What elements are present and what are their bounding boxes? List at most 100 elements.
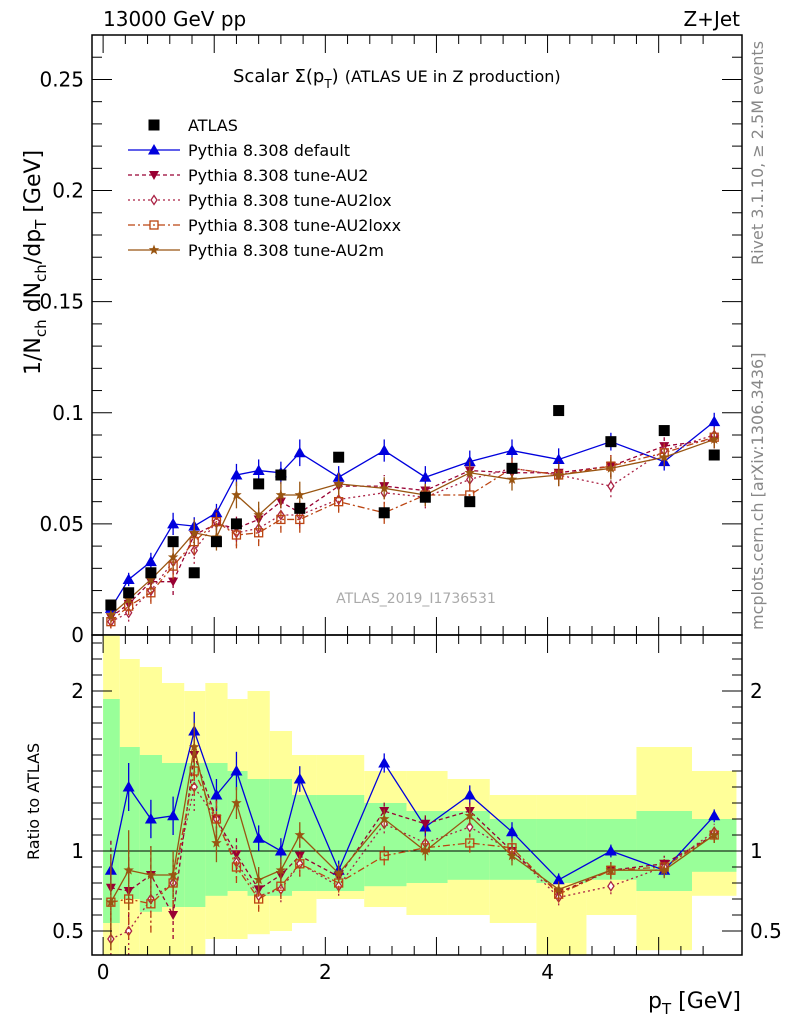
ratio-point-au2 [168,911,179,920]
ratio-point-default [144,813,157,824]
legend-label: Pythia 8.308 tune-AU2lox [188,191,392,210]
ratio-y-tick-label-right: 2 [750,679,763,703]
ratio-point-default [708,809,721,821]
legend-label: Pythia 8.308 tune-AU2 [188,166,368,185]
dist-point-au2m [188,527,200,538]
dist-point-default [252,464,265,476]
legend-item-au2m: Pythia 8.308 tune-AU2m [128,241,384,260]
ratio-axis-ticks: 0.5 0.5 1 1 2 2 0 2 4 [52,635,782,984]
ratio-y-tick-label-right: 1 [750,839,763,863]
ratio-data-layer [104,711,721,955]
x-tick-label: 2 [319,960,332,984]
dist-series-atlas [105,405,720,611]
ratio-point-au2 [420,819,431,829]
plot-title: Scalar Σ(pT) (ATLAS UE in Z production) [233,66,561,91]
ratio-point-au2m [253,874,264,885]
dist-point-au2m [231,489,242,500]
ratio-point-au2m [553,883,564,894]
dist-point-atlas [167,536,179,548]
ratio-point-au2loxx [295,859,305,869]
ratio-series-default [104,711,721,887]
ratio-y-tick-label-right: 0.5 [750,919,782,943]
dist-point-default [708,415,721,427]
dist-point-atlas [419,491,431,503]
ratio-point-au2 [231,850,242,860]
ratio-point-au2m [605,864,617,875]
ratio-point-au2m [708,829,720,840]
dist-point-au2m [378,482,390,493]
ratio-point-au2m [420,845,431,856]
legend-marker-atlas [148,119,160,131]
ratio-point-au2m [333,867,344,878]
legend-item-atlas: ATLAS [148,116,238,135]
dist-point-default [378,444,391,456]
inner-uncertainty-band [103,699,120,923]
y-tick-label: 0.15 [39,290,84,314]
dist-point-au2loxx [276,514,286,525]
dist-point-atlas [333,451,345,463]
dist-point-default [463,455,476,467]
ratio-y-tick-label: 1 [71,839,84,863]
ratio-point-au2m [658,864,670,875]
dist-point-atlas [708,449,720,461]
legend-label: ATLAS [188,116,238,135]
dist-point-atlas [378,507,390,519]
dist-point-au2m [708,433,720,444]
dist-point-atlas [464,496,476,508]
ratio-point-au2m [275,864,287,875]
legend-item-default: Pythia 8.308 default [128,141,350,160]
ratio-point-default [274,845,287,856]
dist-point-atlas [553,405,565,417]
dist-point-au2m [105,609,117,620]
dist-point-au2loxx [334,497,344,507]
ratio-point-au2m [378,813,390,824]
ratio-point-au2m [464,810,476,821]
dist-point-atlas [506,462,518,474]
ratio-point-au2lox [607,880,615,892]
dist-point-default [419,471,432,482]
dist-point-au2m [333,478,344,489]
legend-item-au2: Pythia 8.308 tune-AU2 [128,166,368,185]
y-tick-label: 0.1 [52,401,84,425]
ratio-point-au2m [123,864,134,875]
dist-point-atlas [294,502,306,514]
y-tick-label: 0.2 [52,179,84,203]
dist-point-au2m [294,489,306,500]
dist-point-default [552,453,565,464]
ratio-point-au2loxx [211,814,222,824]
dist-point-default [293,446,306,458]
dist-point-au2m [506,473,518,484]
legend-item-au2loxx: Pythia 8.308 tune-AU2loxx [128,216,401,235]
ratio-point-default [210,789,223,800]
distribution-y-axis-label: 1/Nch dNch/dpT [GeV] [21,150,50,375]
dist-point-atlas [210,536,222,548]
dist-point-au2m [167,551,179,562]
dist-point-au2m [658,451,670,462]
ratio-point-au2loxx [379,851,389,861]
dist-line-default [110,421,715,609]
legend-marker-default [148,144,160,155]
legend: ATLAS Pythia 8.308 default Pythia 8.308 tu… [128,116,401,260]
dist-series-default [104,412,721,613]
ratio-point-au2m [188,741,200,752]
inner-uncertainty-band [269,779,292,896]
dist-point-atlas [188,567,200,579]
legend-item-au2lox: Pythia 8.308 tune-AU2lox [128,191,392,210]
dist-point-au2m [275,489,287,500]
inner-uncertainty-band [447,811,490,880]
plot-title-rest: (ATLAS UE in Z production) [345,67,561,86]
dist-point-atlas [658,425,670,437]
plot-title-main: Scalar Σ(p [233,66,324,87]
ratio-panel: 0.5 0.5 1 1 2 2 0 2 4 Ratio to ATLAS pT [GeV] [24,634,782,1018]
x-tick-label: 4 [541,960,554,984]
mcplots-reference-label: mcplots.cern.ch [arXiv:1306.3436] [748,353,767,630]
legend-label: Pythia 8.308 tune-AU2m [188,241,384,260]
ratio-y-tick-label: 2 [71,679,84,703]
dist-point-atlas [105,599,117,611]
dist-point-atlas [145,567,157,579]
dist-point-atlas [123,587,135,599]
ratio-y-tick-label: 0.5 [52,919,84,943]
ratio-point-au2loxx [465,838,475,848]
legend-label: Pythia 8.308 default [188,141,350,160]
